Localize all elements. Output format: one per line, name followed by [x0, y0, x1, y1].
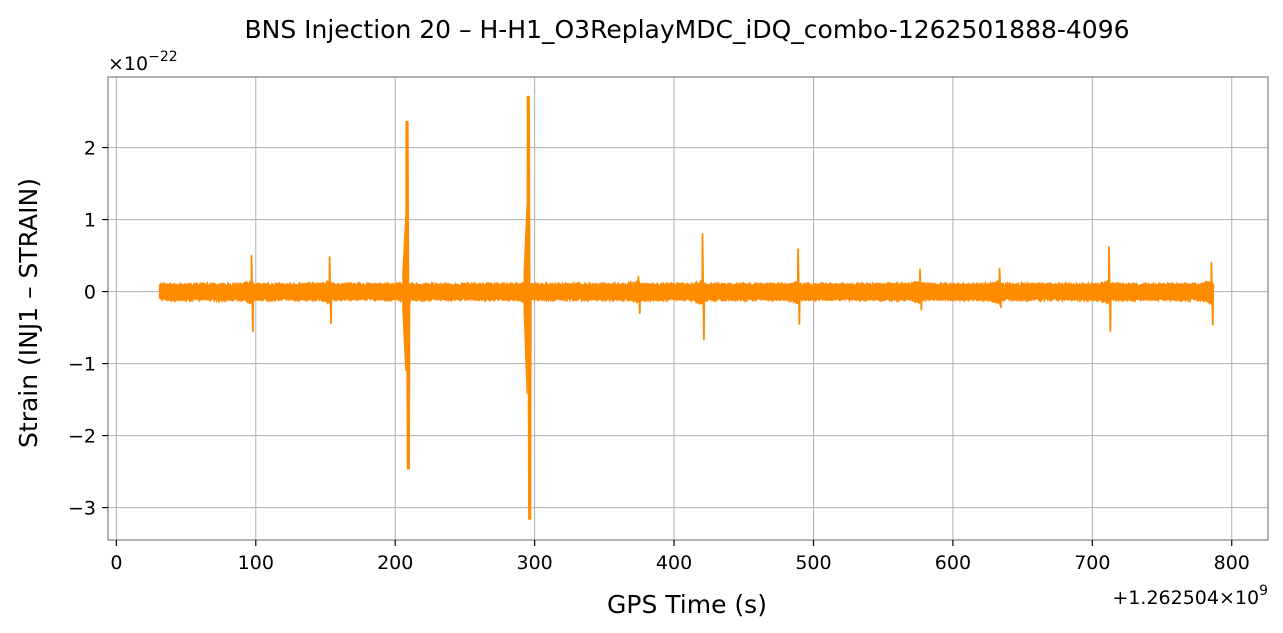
glitch-spike: [328, 256, 333, 325]
y-tick-label: −2: [68, 426, 96, 448]
glitch-spike: [526, 95, 532, 520]
glitch-spike: [796, 248, 801, 325]
axis-ticks: 0 100 200 300 400 500 600 700 800 −3 −2 −1 0 1 2: [68, 138, 1250, 574]
x-tick-label: 200: [377, 552, 413, 574]
x-tick-label: 500: [795, 552, 831, 574]
glitch-spike: [918, 268, 923, 311]
x-tick-label: 400: [656, 552, 692, 574]
x-tick-label: 800: [1214, 552, 1250, 574]
x-tick-label: 100: [238, 552, 274, 574]
y-axis-label: Strain (INJ1 – STRAIN): [14, 178, 43, 448]
x-tick-label: 300: [517, 552, 553, 574]
y-scale-label: ×10−22: [108, 49, 178, 75]
glitch-spike: [1210, 261, 1215, 326]
chart-title: BNS Injection 20 – H-H1_O3ReplayMDC_iDQ_…: [244, 15, 1129, 44]
y-tick-label: −1: [68, 354, 96, 376]
glitch-spike: [405, 120, 411, 470]
y-tick-label: −3: [68, 498, 96, 520]
x-tick-label: 600: [935, 552, 971, 574]
y-tick-label: 0: [84, 282, 96, 304]
axes-frame: [107, 76, 1269, 541]
glitch-spike: [998, 267, 1003, 309]
x-tick-label: 700: [1074, 552, 1110, 574]
glitch-spike: [1107, 246, 1112, 333]
glitch-chirp: [402, 215, 407, 372]
plot-area: [158, 95, 1215, 520]
strain-series-line: [158, 282, 1215, 301]
grid: [108, 77, 1268, 540]
y-tick-label: 1: [84, 210, 96, 232]
x-axis-label: GPS Time (s): [607, 590, 767, 619]
glitch-spike: [637, 275, 642, 315]
glitch-chirp: [523, 204, 528, 394]
glitch-spike: [701, 233, 706, 341]
x-tick-label: 0: [110, 552, 122, 574]
y-tick-label: 2: [84, 138, 96, 160]
x-offset-label: +1.262504×109: [1112, 583, 1268, 609]
glitch-spike: [250, 254, 255, 333]
